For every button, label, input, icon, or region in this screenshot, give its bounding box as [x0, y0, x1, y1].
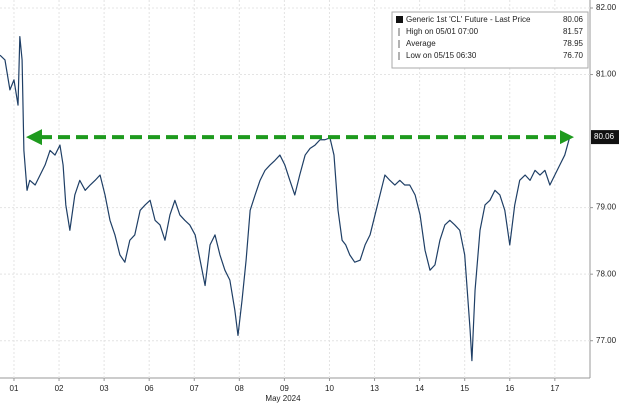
legend-label: Average: [406, 39, 436, 48]
x-tick-label: 14: [415, 384, 424, 393]
x-tick-label: 02: [55, 384, 64, 393]
x-tick-label: 10: [325, 384, 334, 393]
legend-box: [391, 11, 589, 69]
y-tick-label: 78.00: [596, 269, 617, 278]
legend-label: High on 05/01 07:00: [406, 27, 479, 36]
last-price-tag-label: 80.06: [594, 132, 615, 141]
legend-value: 81.57: [563, 27, 584, 36]
x-tick-label: 06: [145, 384, 154, 393]
y-tick-label: 82.00: [596, 3, 617, 12]
legend-value: 78.95: [563, 39, 584, 48]
x-tick-label: 08: [235, 384, 244, 393]
x-tick-label: 01: [10, 384, 19, 393]
x-axis-label: May 2024: [265, 394, 301, 403]
x-tick-label: 15: [460, 384, 469, 393]
x-tick-label: 13: [370, 384, 379, 393]
legend-value: 80.06: [563, 15, 584, 24]
x-tick-label: 09: [280, 384, 289, 393]
y-tick-label: 79.00: [596, 203, 617, 212]
y-tick-label: 81.00: [596, 70, 617, 79]
legend-label: Low on 05/15 06:30: [406, 51, 477, 60]
legend-value: 76.70: [563, 51, 584, 60]
price-line: [0, 36, 571, 362]
x-tick-label: 07: [190, 384, 199, 393]
legend-swatch: [396, 16, 403, 23]
legend-label: Generic 1st 'CL' Future - Last Price: [406, 15, 531, 24]
x-tick-label: 16: [505, 384, 514, 393]
x-tick-label: 03: [100, 384, 109, 393]
y-tick-label: 77.00: [596, 336, 617, 345]
arrow-head: [26, 129, 42, 146]
x-tick-label: 17: [550, 384, 559, 393]
arrow-head: [560, 130, 574, 145]
last-price-tag: [591, 130, 619, 145]
